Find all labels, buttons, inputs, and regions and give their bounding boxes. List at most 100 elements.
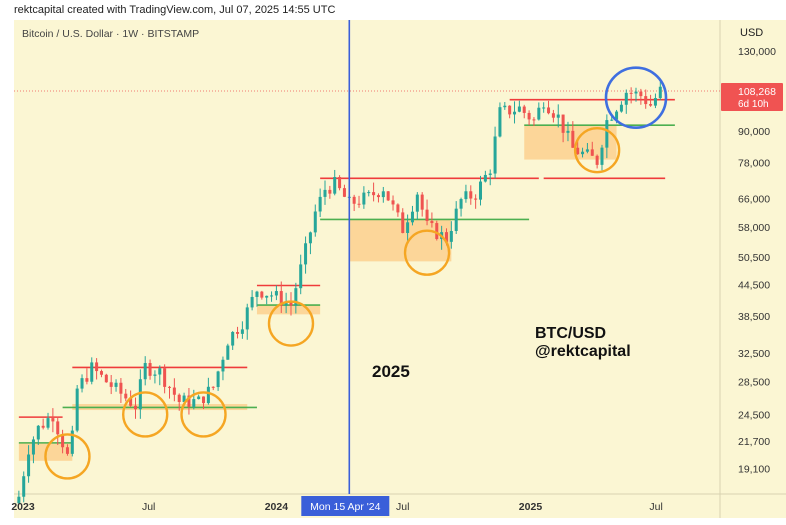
y-tick-label: 44,500 bbox=[738, 280, 770, 292]
y-tick-label: 32,500 bbox=[738, 348, 770, 360]
candle-body bbox=[323, 189, 327, 197]
candle-body bbox=[138, 379, 142, 410]
candle-body bbox=[143, 363, 147, 380]
candle-body bbox=[639, 91, 643, 97]
candle-body bbox=[658, 86, 662, 99]
y-tick-label: 19,100 bbox=[738, 464, 770, 476]
price-tag bbox=[721, 82, 783, 111]
highlight-circle bbox=[267, 300, 315, 347]
support-zone bbox=[256, 305, 321, 315]
candle-body bbox=[605, 120, 609, 148]
candle-body bbox=[31, 439, 35, 455]
y-tick-label: 50,500 bbox=[738, 252, 770, 264]
candle-body bbox=[90, 362, 94, 382]
candle-body bbox=[75, 388, 79, 431]
y-tick-label: 130,000 bbox=[738, 46, 776, 58]
candle-body bbox=[172, 387, 176, 395]
candle-body bbox=[41, 425, 45, 428]
candle-body bbox=[260, 291, 264, 298]
candle-body bbox=[644, 96, 648, 105]
candle-body bbox=[493, 136, 497, 174]
candle-body bbox=[513, 111, 517, 115]
time-axis[interactable] bbox=[14, 494, 786, 518]
candle-body bbox=[464, 191, 468, 200]
candle-body bbox=[372, 192, 376, 196]
candle-body bbox=[231, 331, 235, 346]
y-tick-label: 28,500 bbox=[738, 377, 770, 389]
candle-body bbox=[653, 98, 657, 106]
candle-body bbox=[444, 232, 448, 242]
candle-body bbox=[435, 223, 439, 240]
x-tick-label: 2024 bbox=[265, 501, 289, 513]
candle-body bbox=[51, 418, 55, 422]
attribution-text: rektcapital created with TradingView.com… bbox=[14, 4, 336, 16]
candle-body bbox=[119, 382, 123, 394]
candle-body bbox=[163, 368, 167, 387]
highlight-circle bbox=[44, 433, 91, 480]
candle-body bbox=[22, 476, 26, 497]
candle-body bbox=[250, 296, 254, 308]
candle-body bbox=[600, 147, 604, 165]
candle-body bbox=[255, 291, 259, 297]
candle-body bbox=[595, 155, 599, 165]
y-tick-label: 38,500 bbox=[738, 311, 770, 323]
candle-body bbox=[508, 105, 512, 115]
candle-body bbox=[503, 105, 507, 108]
price-tag-countdown: 6d 10h bbox=[738, 99, 769, 110]
candle-body bbox=[95, 362, 99, 372]
candle-body bbox=[551, 113, 555, 118]
candle-body bbox=[197, 396, 201, 400]
candle-body bbox=[299, 264, 303, 289]
candle-body bbox=[532, 119, 536, 121]
candle-body bbox=[454, 208, 458, 231]
brand-line-2: @rektcapital bbox=[535, 343, 631, 360]
candle-body bbox=[420, 194, 424, 210]
candle-body bbox=[415, 194, 419, 212]
candle-body bbox=[342, 188, 346, 197]
price-tag-value: 108,268 bbox=[738, 86, 776, 98]
candle-body bbox=[153, 374, 157, 376]
x-tick-label: 2023 bbox=[11, 501, 35, 513]
candle-body bbox=[333, 177, 337, 194]
candle-body bbox=[240, 329, 244, 334]
candle-body bbox=[629, 92, 633, 94]
candle-body bbox=[328, 189, 332, 194]
candle-body bbox=[202, 396, 206, 404]
candle-body bbox=[211, 386, 215, 388]
candle-body bbox=[46, 418, 50, 428]
candle-body bbox=[610, 119, 614, 121]
candle-body bbox=[469, 191, 473, 199]
candle-body bbox=[65, 447, 69, 454]
y-tick-label: 58,000 bbox=[738, 222, 770, 234]
candle-body bbox=[581, 151, 585, 155]
candle-body bbox=[517, 106, 521, 112]
candle-body bbox=[615, 111, 619, 120]
candle-body bbox=[274, 291, 278, 296]
candle-body bbox=[36, 425, 40, 440]
y-tick-label: 24,500 bbox=[738, 409, 770, 421]
candle-body bbox=[527, 112, 531, 120]
candle-body bbox=[114, 382, 118, 387]
candle-body bbox=[221, 359, 225, 372]
candle-body bbox=[624, 92, 628, 105]
candle-body bbox=[284, 302, 288, 306]
candle-body bbox=[27, 454, 31, 477]
candle-body bbox=[70, 430, 74, 454]
candle-body bbox=[206, 386, 210, 404]
candle-body bbox=[537, 107, 541, 120]
y-tick-label: 78,000 bbox=[738, 157, 770, 169]
candle-body bbox=[85, 378, 89, 382]
candle-body bbox=[265, 295, 269, 298]
currency-label: USD bbox=[740, 27, 764, 39]
candle-body bbox=[318, 196, 322, 212]
x-tick-label: Jul bbox=[142, 501, 155, 513]
candle-body bbox=[357, 203, 361, 205]
candle-body bbox=[498, 107, 502, 137]
candle-body bbox=[381, 191, 385, 198]
candle-body bbox=[483, 174, 487, 182]
candle-body bbox=[216, 371, 220, 388]
candle-body bbox=[167, 386, 172, 388]
candle-body bbox=[17, 496, 21, 504]
candle-body bbox=[590, 149, 594, 156]
